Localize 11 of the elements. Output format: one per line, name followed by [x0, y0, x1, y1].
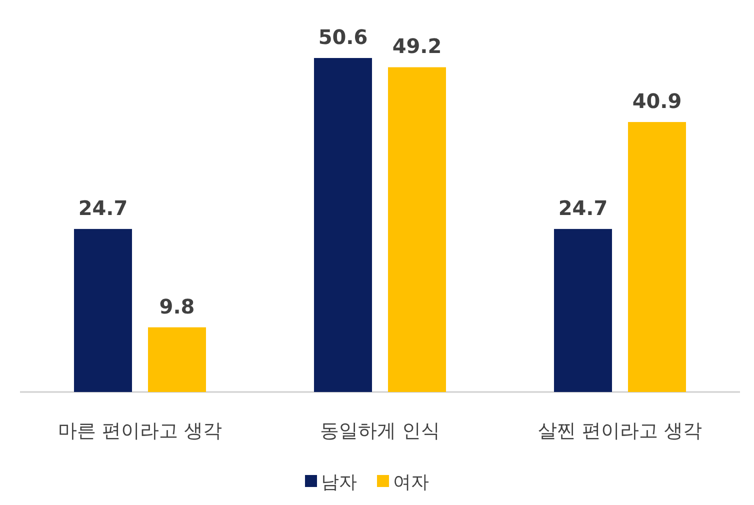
- legend-label: 여자: [393, 472, 429, 493]
- data-label: 49.2: [392, 34, 442, 58]
- data-label: 9.8: [159, 294, 195, 318]
- x-tick-label: 동일하게 인식: [320, 420, 440, 442]
- data-label: 24.7: [558, 196, 608, 220]
- legend-label: 남자: [321, 472, 357, 493]
- data-label: 50.6: [318, 25, 368, 49]
- x-tick-label: 마른 편이라고 생각: [58, 420, 222, 442]
- data-label: 40.9: [632, 89, 682, 114]
- data-label: 24.7: [78, 196, 128, 220]
- x-tick-label: 살찐 편이라고 생각: [538, 420, 702, 442]
